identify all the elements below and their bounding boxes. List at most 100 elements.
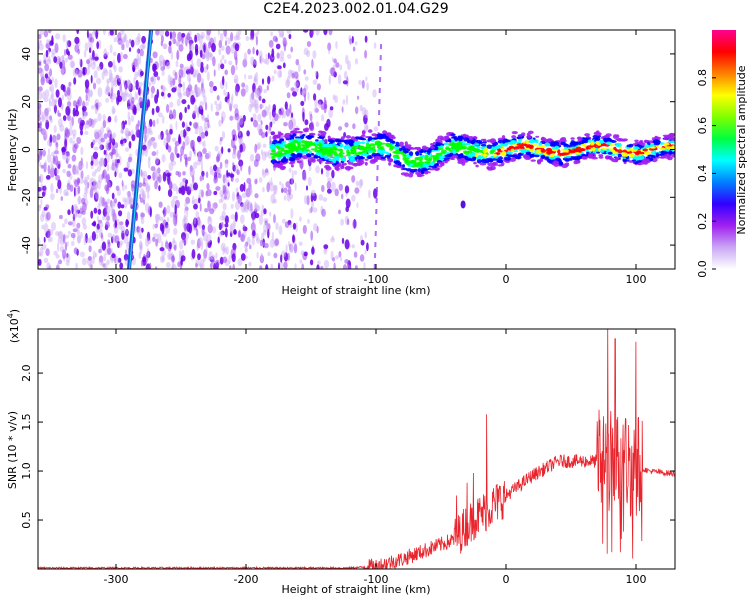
noise-speckle bbox=[162, 232, 167, 237]
noise-speckle bbox=[127, 156, 133, 163]
noise-speckle bbox=[188, 50, 193, 60]
noise-speckle bbox=[207, 215, 212, 222]
noise-speckle bbox=[225, 45, 231, 55]
noise-speckle bbox=[315, 121, 320, 127]
noise-speckle bbox=[148, 118, 153, 128]
noise-speckle bbox=[103, 68, 108, 74]
band-cell bbox=[509, 157, 517, 162]
noise-speckle bbox=[363, 114, 368, 125]
band-cell bbox=[466, 146, 474, 151]
noise-speckle bbox=[347, 60, 351, 71]
noise-speckle bbox=[299, 259, 303, 264]
noise-speckle bbox=[61, 103, 64, 111]
noise-speckle bbox=[165, 262, 171, 268]
band-cell bbox=[634, 151, 640, 156]
noise-speckle bbox=[155, 266, 158, 269]
noise-speckle bbox=[310, 230, 314, 241]
noise-speckle bbox=[106, 142, 112, 151]
noise-speckle bbox=[318, 101, 322, 108]
noise-speckle bbox=[44, 184, 47, 196]
noise-speckle bbox=[181, 32, 186, 38]
noise-speckle bbox=[120, 129, 125, 134]
noise-speckle bbox=[174, 204, 177, 215]
band-cell bbox=[587, 139, 592, 143]
noise-speckle bbox=[50, 160, 53, 171]
noise-speckle bbox=[223, 247, 227, 254]
noise-speckle bbox=[188, 77, 191, 85]
noise-speckle bbox=[98, 257, 104, 266]
noise-speckle bbox=[55, 254, 60, 259]
noise-speckle bbox=[198, 197, 201, 204]
band-cell bbox=[533, 139, 539, 143]
band-cell bbox=[577, 137, 582, 141]
noise-speckle bbox=[92, 82, 97, 90]
noise-speckle bbox=[171, 31, 177, 39]
noise-speckle bbox=[171, 255, 175, 263]
noise-speckle bbox=[270, 263, 274, 269]
noise-speckle bbox=[156, 76, 160, 81]
band-cell bbox=[540, 154, 546, 159]
noise-speckle bbox=[76, 222, 81, 229]
snr-frame bbox=[37, 328, 676, 570]
noise-speckle bbox=[323, 248, 328, 255]
noise-speckle bbox=[145, 174, 148, 181]
noise-speckle bbox=[122, 92, 127, 102]
noise-speckle bbox=[255, 153, 261, 162]
noise-speckle bbox=[121, 230, 125, 240]
band-cell bbox=[649, 143, 655, 148]
band-cell bbox=[661, 150, 668, 155]
noise-speckle bbox=[52, 155, 56, 165]
noise-speckle bbox=[291, 112, 293, 118]
band-cell bbox=[613, 146, 617, 151]
band-cell bbox=[588, 152, 592, 157]
noise-speckle bbox=[169, 76, 174, 86]
band-cell bbox=[517, 153, 524, 156]
noise-speckle bbox=[43, 30, 49, 38]
band-cell bbox=[665, 146, 672, 150]
noise-speckle bbox=[206, 63, 209, 70]
noise-speckle bbox=[111, 204, 114, 215]
noise-speckle bbox=[130, 204, 133, 209]
noise-speckle bbox=[81, 111, 86, 120]
noise-speckle bbox=[181, 99, 187, 105]
x-tick-label: 100 bbox=[626, 573, 647, 586]
noise-speckle bbox=[158, 112, 163, 118]
noise-speckle bbox=[257, 113, 262, 123]
noise-speckle bbox=[82, 202, 87, 212]
noise-speckle bbox=[219, 100, 222, 111]
noise-speckle bbox=[258, 215, 263, 226]
noise-speckle bbox=[255, 233, 259, 242]
noise-speckle bbox=[286, 92, 291, 99]
noise-speckle bbox=[39, 173, 44, 184]
noise-speckle bbox=[43, 257, 49, 264]
band-cell bbox=[303, 128, 308, 132]
noise-speckle bbox=[209, 86, 214, 94]
noise-speckle bbox=[120, 30, 125, 36]
band-cell bbox=[408, 151, 414, 156]
band-cell bbox=[385, 143, 391, 146]
noise-speckle bbox=[230, 214, 236, 220]
noise-speckle bbox=[103, 262, 108, 269]
noise-speckle bbox=[170, 152, 175, 163]
noise-speckle bbox=[229, 231, 233, 238]
noise-speckle bbox=[234, 43, 240, 52]
noise-speckle bbox=[314, 108, 319, 113]
noise-speckle bbox=[255, 71, 259, 82]
noise-speckle bbox=[165, 129, 169, 136]
noise-speckle bbox=[208, 251, 213, 260]
noise-speckle bbox=[189, 167, 195, 178]
noise-speckle bbox=[110, 211, 116, 218]
band-cell bbox=[445, 146, 450, 151]
noise-speckle bbox=[167, 92, 171, 98]
noise-speckle bbox=[64, 57, 68, 63]
noise-speckle bbox=[255, 49, 259, 56]
noise-speckle bbox=[99, 61, 104, 70]
noise-speckle bbox=[295, 80, 300, 88]
noise-speckle bbox=[150, 139, 154, 146]
noise-speckle bbox=[107, 239, 111, 245]
noise-speckle bbox=[119, 240, 124, 246]
noise-speckle bbox=[113, 37, 117, 43]
noise-speckle bbox=[211, 42, 216, 53]
noise-speckle bbox=[203, 44, 206, 53]
